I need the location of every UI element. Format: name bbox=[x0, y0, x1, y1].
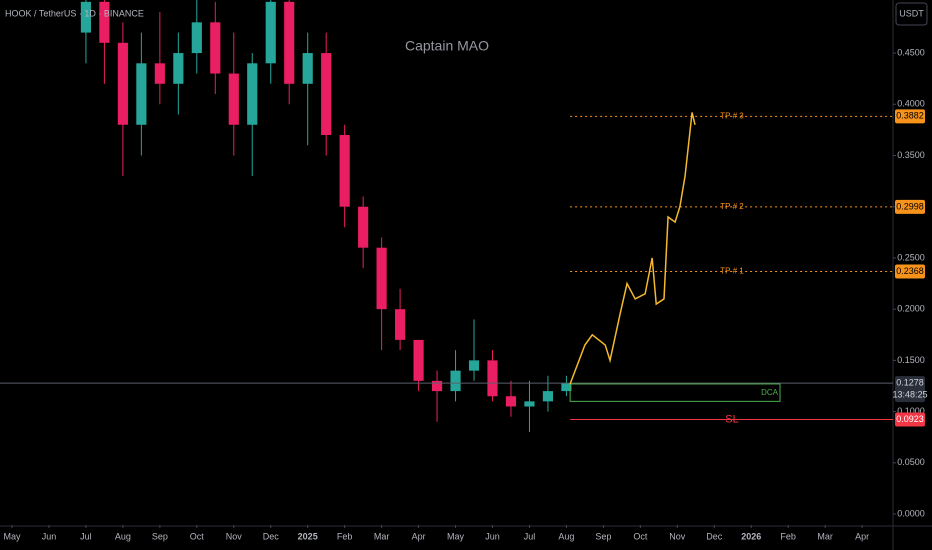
x-tick-label: Mar bbox=[817, 531, 833, 541]
y-tick-label: 0.0000 bbox=[897, 508, 925, 518]
annotation: Captain MAO bbox=[405, 38, 489, 54]
candle-body bbox=[395, 309, 406, 340]
candle-body bbox=[413, 339, 424, 381]
x-tick-label: May bbox=[447, 531, 465, 541]
x-tick-label: Apr bbox=[855, 531, 869, 541]
x-tick-label: Sep bbox=[595, 531, 611, 541]
y-tick-label: 0.3500 bbox=[897, 150, 925, 160]
x-tick-label: 2025 bbox=[298, 531, 318, 541]
x-tick-label: Jun bbox=[42, 531, 57, 541]
x-tick-label: Feb bbox=[337, 531, 353, 541]
candle-body bbox=[524, 401, 535, 407]
level-price-box bbox=[895, 264, 925, 279]
level-label: TP # 2 bbox=[720, 202, 744, 211]
level-price-box bbox=[895, 199, 925, 214]
candle-body bbox=[561, 383, 572, 392]
candle-body bbox=[228, 73, 239, 125]
candle-body bbox=[191, 22, 202, 54]
x-tick-label: Dec bbox=[706, 531, 723, 541]
dca-zone bbox=[569, 383, 781, 402]
x-tick-label: Jul bbox=[80, 531, 92, 541]
y-tick-label: 0.1500 bbox=[897, 355, 925, 365]
countdown-label: 13:48:25 bbox=[892, 389, 927, 399]
y-tick-label: 0.4000 bbox=[897, 99, 925, 109]
x-tick-label: Jul bbox=[524, 531, 536, 541]
x-tick-label: Sep bbox=[152, 531, 168, 541]
level-label: TP # 3 bbox=[720, 111, 744, 120]
x-tick-label: Feb bbox=[780, 531, 796, 541]
y-tick-label: 0.1000 bbox=[897, 406, 925, 416]
candle-body bbox=[247, 63, 258, 125]
y-axis-label[interactable]: USDT bbox=[899, 8, 924, 18]
x-tick-label: Mar bbox=[374, 531, 390, 541]
candle-body bbox=[210, 22, 221, 74]
candle-body bbox=[154, 63, 165, 84]
x-tick-label: Oct bbox=[633, 531, 648, 541]
x-tick-label: Nov bbox=[226, 531, 243, 541]
x-tick-label: Nov bbox=[669, 531, 686, 541]
last-price-box bbox=[895, 376, 925, 403]
candle-body bbox=[358, 206, 369, 248]
x-tick-label: Aug bbox=[558, 531, 574, 541]
level-price-box bbox=[895, 412, 925, 427]
candle-body bbox=[321, 53, 332, 136]
candle-body bbox=[505, 396, 517, 407]
currency-box[interactable] bbox=[895, 2, 928, 26]
candle-body bbox=[468, 360, 480, 371]
y-tick-label: 0.0500 bbox=[897, 457, 925, 467]
y-tick-label: 0.4500 bbox=[897, 47, 925, 57]
candle-body bbox=[173, 53, 184, 84]
level-price-label: 0.0923 bbox=[896, 414, 924, 424]
candle-body bbox=[376, 247, 387, 310]
level-label: TP # 1 bbox=[720, 267, 744, 276]
chart-title: HOOK / TetherUS · 1D · BINANCE bbox=[5, 8, 144, 18]
candle-body bbox=[284, 1, 295, 84]
candle-body bbox=[117, 42, 128, 125]
candle-body bbox=[450, 370, 461, 392]
candle-body bbox=[542, 391, 554, 402]
projection-line bbox=[569, 112, 696, 385]
last-price-label: 0.1278 bbox=[896, 377, 924, 387]
candle-body bbox=[302, 53, 313, 84]
candle-body bbox=[99, 1, 110, 43]
level-price-label: 0.3882 bbox=[896, 111, 924, 121]
dca-label: DCA bbox=[761, 388, 779, 397]
x-tick-label: Jun bbox=[485, 531, 500, 541]
y-tick-label: 0.2000 bbox=[897, 304, 925, 314]
plot-area bbox=[0, 0, 893, 433]
x-tick-label: Apr bbox=[412, 531, 426, 541]
candle-body bbox=[265, 1, 276, 64]
level-price-box bbox=[895, 109, 925, 124]
candle-body bbox=[431, 380, 443, 392]
level-price-label: 0.2368 bbox=[896, 266, 924, 276]
y-tick-label: 0.2500 bbox=[897, 252, 925, 262]
x-tick-label: Oct bbox=[190, 531, 205, 541]
level-label: SL bbox=[725, 413, 738, 425]
level-price-label: 0.2998 bbox=[896, 201, 924, 211]
x-tick-label: 2026 bbox=[741, 531, 761, 541]
candle-body bbox=[339, 135, 350, 207]
candle-body bbox=[80, 1, 92, 33]
x-tick-label: Dec bbox=[263, 531, 280, 541]
x-tick-label: May bbox=[4, 531, 22, 541]
x-tick-label: Aug bbox=[115, 531, 131, 541]
candle-body bbox=[136, 63, 147, 125]
candle-body bbox=[487, 360, 498, 397]
